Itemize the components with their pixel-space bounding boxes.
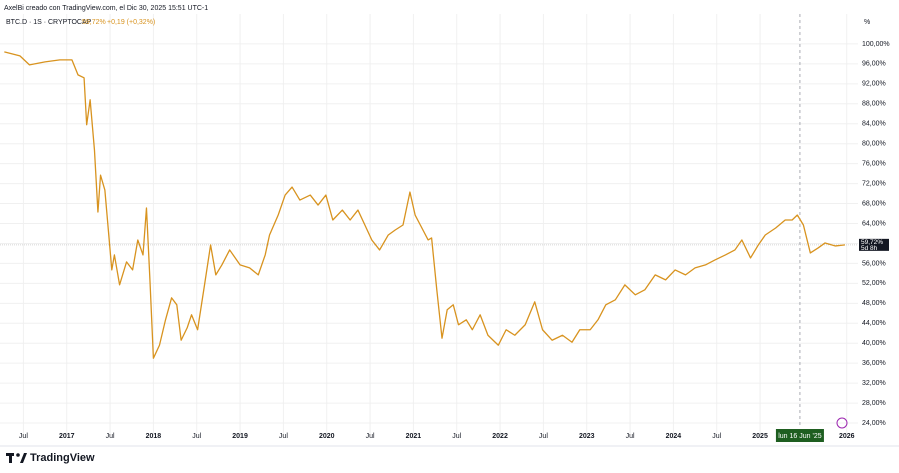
legend-value: 59,72% [82,19,106,26]
logo-mark [20,453,27,463]
x-tick-label: 2017 [59,433,75,440]
x-tick-label: Jul [192,433,201,440]
x-tick-label: Jul [279,433,288,440]
y-tick-label: 68,00% [862,200,886,207]
y-unit: % [864,19,870,26]
y-tick-label: 88,00% [862,101,886,108]
y-tick-label: 56,00% [862,260,886,267]
x-tick-label: 2024 [666,433,682,440]
x-tick-label: Jul [452,433,461,440]
last-price-box [859,238,889,251]
x-tick-label: 2019 [232,433,248,440]
last-price-label: 59,72% [861,239,883,246]
y-tick-label: 44,00% [862,320,886,327]
y-tick-label: 80,00% [862,141,886,148]
y-tick-label: 40,00% [862,340,886,347]
x-tick-label: Jul [366,433,375,440]
y-tick-label: 28,00% [862,400,886,407]
x-tick-label: Jul [712,433,721,440]
x-tick-label: 2022 [492,433,508,440]
x-tick-label: 2020 [319,433,335,440]
y-tick-label: 72,00% [862,180,886,187]
legend-change: +0,19 (+0,32%) [107,19,155,26]
x-tick-label: 2021 [406,433,422,440]
symbol: BTC.D · 1S · CRYPTOCAP [6,19,92,26]
y-tick-label: 32,00% [862,380,886,387]
y-tick-label: 64,00% [862,220,886,227]
y-tick-label: 100,00% [862,41,890,48]
logo-mark [16,453,20,457]
brand-logo [6,453,27,463]
credit: AxelBi creado con TradingView.com, el Di… [4,5,208,12]
countdown-label: 5d 8h [861,245,878,252]
x-tick-label: 2018 [146,433,162,440]
x-tick-label: Jul [539,433,548,440]
y-tick-label: 36,00% [862,360,886,367]
x-tick-label: Jul [19,433,28,440]
x-tick-label: Jul [626,433,635,440]
y-tick-label: 48,00% [862,300,886,307]
crosshair-label: lun 16 Jun '25 [778,433,821,440]
brand: TradingView [30,452,95,464]
y-tick-label: 24,00% [862,420,886,427]
grid-layer [0,14,858,437]
x-tick-label: 2026 [839,433,855,440]
y-tick-label: 84,00% [862,121,886,128]
x-tick-label: 2025 [752,433,768,440]
event-icon[interactable] [836,417,848,429]
logo-mark [9,453,12,463]
y-tick-label: 96,00% [862,61,886,68]
price-line [4,51,846,359]
x-tick-label: 2023 [579,433,595,440]
y-tick-label: 76,00% [862,160,886,167]
y-tick-label: 92,00% [862,81,886,88]
x-tick-label: Jul [106,433,115,440]
crosshair-label-box [775,429,824,442]
y-tick-label: 52,00% [862,280,886,287]
